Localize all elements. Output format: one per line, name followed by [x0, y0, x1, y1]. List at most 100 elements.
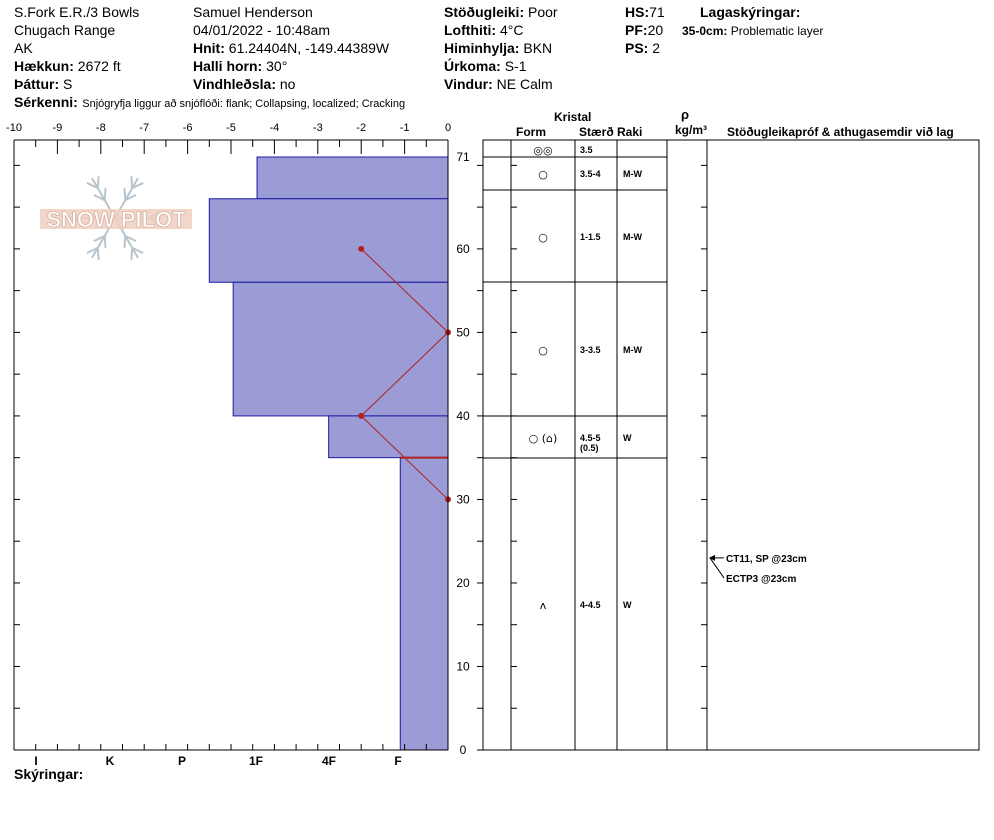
temp-tick-label: -6 [183, 122, 193, 134]
moisture-value: M-W [623, 232, 642, 242]
slope-angle: Halli horn: 30° [193, 58, 288, 74]
logo-flake-branch [96, 176, 100, 189]
crystal-form-symbol: ○ (⌂) [529, 432, 558, 445]
sky-cover: Himinhylja: BKN [444, 40, 553, 56]
crystal-form-symbol: ○ [538, 344, 548, 357]
wind: Vindur: NE Calm [444, 76, 553, 92]
logo-flake-branch [86, 182, 99, 190]
logo-flake-branch [103, 188, 107, 201]
depth-tick-label: 71 [456, 150, 470, 164]
table-frame [482, 139, 980, 751]
temp-tick-label: -3 [313, 122, 323, 134]
moisture-value: M-W [623, 169, 642, 179]
depth-tick-label: 20 [456, 576, 470, 590]
crystal-size: 3.5-4 [580, 169, 601, 179]
logo-flake-branch [86, 246, 99, 254]
layer-notes-title: Lagaskýringar: [700, 4, 801, 20]
moisture-value: W [623, 433, 632, 443]
logo-flake-branch [131, 182, 144, 190]
logo-text: SNOW PILOT [46, 207, 186, 232]
density-unit: kg/m³ [675, 123, 708, 137]
temp-tick-label: -8 [96, 122, 106, 134]
kristal-header: Kristal [554, 110, 592, 124]
depth-tick-label: 50 [456, 325, 470, 339]
temp-tick-label: -5 [226, 122, 236, 134]
crystal-size: 3.5 [580, 145, 593, 155]
crystal-size-secondary: (0.5) [580, 443, 599, 453]
observer: Samuel Henderson [193, 4, 313, 20]
snowpilot-logo: SNOW PILOT [40, 176, 192, 260]
pf-value: PF:20 [625, 22, 664, 38]
logo-flake-branch [131, 246, 144, 254]
location-name: S.Fork E.R./3 Bowls [14, 4, 140, 20]
crystal-size: 4-4.5 [580, 600, 601, 610]
hardness-label: F [394, 754, 401, 768]
crystal-form-symbol: ᴧ [540, 599, 547, 612]
temperature-line-segment [360, 248, 449, 333]
mountain-range: Chugach Range [14, 22, 116, 38]
size-header: Stærð [579, 125, 614, 139]
crystal-form-symbol: ◎◎ [533, 144, 552, 157]
depth-tick-label: 30 [456, 492, 470, 506]
depth-tick-label: 0 [460, 743, 467, 757]
elevation: Hækkun: 2672 ft [14, 58, 121, 74]
stability-test-label: ECTP3 @23cm [726, 574, 796, 585]
ps-value: PS: 2 [625, 40, 661, 56]
logo-flake-branch [103, 235, 107, 248]
hardness-label: I [34, 754, 37, 768]
logo-flake-branch [124, 235, 137, 243]
temp-tick-label: -9 [53, 122, 63, 134]
moisture-value: M-W [623, 345, 642, 355]
hardness-layer-bar [328, 415, 449, 459]
density-symbol: ρ [681, 107, 690, 122]
hardness-layer-bar [399, 457, 449, 751]
stability: Stöðugleiki: Poor [444, 4, 558, 20]
hardness-layer-bar [232, 281, 449, 417]
hardness-label: 4F [322, 754, 336, 768]
temp-tick-label: -4 [270, 122, 280, 134]
hs-value: HS:71 [625, 4, 665, 20]
logo-flake-branch [93, 193, 106, 201]
hardness-label: 1F [249, 754, 263, 768]
logo-flake-branch [123, 188, 127, 201]
crystal-form-symbol: ○ [538, 231, 548, 244]
crystal-size: 1-1.5 [580, 232, 601, 242]
temp-tick-label: -2 [356, 122, 366, 134]
logo-flake-branch [93, 235, 106, 243]
crystal-form-symbol: ○ [538, 168, 548, 181]
depth-tick-label: 40 [456, 409, 470, 423]
stability-test-arrowhead [709, 554, 715, 561]
logo-flake-branch [130, 176, 134, 189]
temperature-point [358, 412, 365, 419]
crystal-size: 4.5-5 [580, 433, 601, 443]
stability-test-leader [709, 557, 725, 579]
air-temperature: Lofthiti: 4°C [444, 22, 524, 38]
temp-tick-label: 0 [445, 122, 451, 134]
temp-tick-label: -10 [6, 122, 22, 134]
moisture-header: Raki [617, 125, 643, 139]
logo-band [40, 209, 192, 229]
coordinates: Hnit: 61.24404N, -149.44389W [193, 40, 390, 56]
crystal-size: 3-3.5 [580, 345, 601, 355]
depth-tick-label: 60 [456, 242, 470, 256]
notes-label: Skýringar: [14, 766, 84, 782]
logo-flake-branch [96, 247, 100, 260]
temperature-line-segment [360, 332, 449, 417]
tests-header: Stöðugleikapróf & athugasemdir við lag [727, 125, 954, 139]
logo-flake-branch [123, 235, 127, 248]
form-header: Form [516, 125, 546, 139]
hardness-label: K [106, 754, 115, 768]
temp-tick-label: -1 [400, 122, 410, 134]
logo-flake-branch [130, 247, 134, 260]
depth-tick-label: 10 [456, 659, 470, 673]
logo-flake-branch [124, 193, 137, 201]
hardness-layer-bar [208, 198, 449, 283]
state: AK [14, 40, 33, 56]
temperature-point [358, 245, 365, 252]
stability-test-label: CT11, SP @23cm [726, 554, 807, 565]
precipitation: Úrkoma: S-1 [444, 58, 527, 74]
moisture-value: W [623, 600, 632, 610]
hardness-layer-bar [256, 156, 449, 200]
temp-tick-label: -7 [139, 122, 149, 134]
aspect: Þáttur: S [14, 76, 73, 92]
